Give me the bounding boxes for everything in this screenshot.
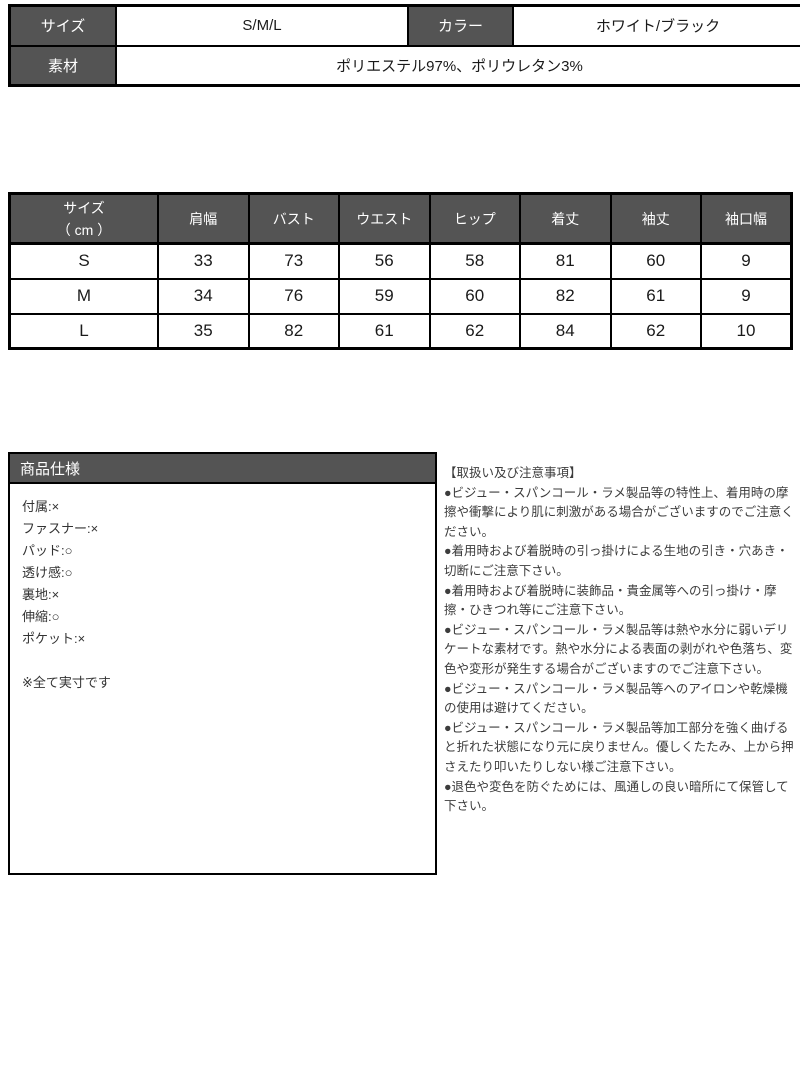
measurement-cell: 60: [428, 277, 521, 315]
measurement-cell: 59: [338, 277, 431, 315]
notice-item: ●ビジュー・スパンコール・ラメ製品等へのアイロンや乾燥機の使用は避けてください。: [444, 681, 788, 716]
measurement-cell: 35: [157, 312, 250, 350]
measurement-cell: 81: [519, 242, 612, 280]
measurement-cell: 60: [609, 242, 702, 280]
corner-header-cell: サイズ （ cm ）: [8, 192, 159, 245]
table-row-s: S 33 73 56 58 81 60 9: [8, 242, 793, 280]
measurement-cell: 73: [247, 242, 340, 280]
size-label-cell: サイズ: [8, 4, 117, 47]
table-row: サイズ S/M/L カラー ホワイト/ブラック: [8, 4, 800, 47]
measurement-cell: 33: [157, 242, 250, 280]
measurement-cell: 34: [157, 277, 250, 315]
table-row-l: L 35 82 61 62 84 62 10: [8, 312, 793, 350]
notice-item: ●着用時および着脱時の引っ掛けによる生地の引き・穴あき・切断にご注意下さい。: [444, 544, 789, 578]
measurement-cell: 84: [519, 312, 612, 350]
size-cell: L: [8, 312, 159, 350]
measurement-cell: 62: [428, 312, 521, 350]
measurement-cell: 82: [247, 312, 340, 350]
corner-title: サイズ: [63, 199, 105, 216]
spec-item-stretch: 伸縮:○: [22, 609, 60, 624]
material-value-cell: ポリエステル97%、ポリウレタン3%: [115, 44, 800, 87]
material-label-cell: 素材: [8, 44, 117, 87]
notice-item: ●退色や変色を防ぐためには、風通しの良い暗所にて保管して下さい。: [444, 779, 789, 814]
measurement-cell: 10: [700, 312, 793, 350]
color-label-cell: カラー: [407, 4, 514, 47]
column-header-cuff: 袖口幅: [700, 192, 793, 245]
notice-item: ●ビジュー・スパンコール・ラメ製品等の特性上、着用時の摩擦や衝撃により肌に刺激が…: [444, 485, 794, 539]
actual-measurement-note: ※全て実寸です: [22, 675, 111, 690]
measurement-cell: 9: [700, 242, 793, 280]
spec-item-pocket: ポケット:×: [22, 631, 86, 646]
spec-item-pad: パッド:○: [22, 543, 73, 558]
measurement-cell: 61: [338, 312, 431, 350]
measurement-cell: 56: [338, 242, 431, 280]
size-cell: M: [8, 277, 159, 315]
notice-item: ●ビジュー・スパンコール・ラメ製品等加工部分を強く曲げると折れた状態になり元に戻…: [444, 720, 794, 774]
table-row-m: M 34 76 59 60 82 61 9: [8, 277, 793, 315]
spec-item-sheerness: 透け感:○: [22, 565, 73, 580]
measurement-cell: 62: [609, 312, 702, 350]
table-row: 素材 ポリエステル97%、ポリウレタン3%: [8, 44, 800, 87]
table-header-row: サイズ （ cm ） 肩幅 バスト ウエスト ヒップ 着丈 袖丈 袖口幅: [8, 192, 793, 245]
spec-item-lining: 裏地:×: [22, 587, 60, 602]
product-spec-box: 商品仕様 付属:× ファスナー:× パッド:○ 透け感:○ 裏地:× 伸縮:○ …: [8, 452, 437, 875]
column-header-length: 着丈: [519, 192, 612, 245]
measurement-cell: 61: [609, 277, 702, 315]
color-value-cell: ホワイト/ブラック: [512, 4, 800, 47]
column-header-sleeve: 袖丈: [609, 192, 702, 245]
notice-item: ●着用時および着脱時に装飾品・貴金属等への引っ掛け・摩擦・ひきつれ等にご注意下さ…: [444, 583, 777, 618]
corner-unit: （ cm ）: [56, 221, 112, 238]
product-spec-items: 付属:× ファスナー:× パッド:○ 透け感:○ 裏地:× 伸縮:○ ポケット:…: [10, 484, 435, 650]
attribute-table: サイズ S/M/L カラー ホワイト/ブラック 素材 ポリエステル97%、ポリウ…: [8, 4, 800, 87]
column-header-bust: バスト: [247, 192, 340, 245]
spec-item-fuzoku: 付属:×: [22, 499, 60, 514]
measurement-cell: 58: [428, 242, 521, 280]
notice-item: ●ビジュー・スパンコール・ラメ製品等は熱や水分に弱いデリケートな素材です。熱や水…: [444, 622, 793, 676]
measurement-cell: 76: [247, 277, 340, 315]
column-header-hip: ヒップ: [428, 192, 521, 245]
measurement-cell: 9: [700, 277, 793, 315]
spec-item-fastener: ファスナー:×: [22, 521, 99, 536]
notices-title: 【取扱い及び注意事項】: [444, 466, 582, 480]
column-header-waist: ウエスト: [338, 192, 431, 245]
product-spec-title-bar: 商品仕様: [10, 454, 435, 484]
measurement-table: サイズ （ cm ） 肩幅 バスト ウエスト ヒップ 着丈 袖丈 袖口幅 S 3…: [8, 192, 793, 350]
size-value-cell: S/M/L: [115, 4, 409, 47]
column-header-shoulder: 肩幅: [157, 192, 250, 245]
size-cell: S: [8, 242, 159, 280]
handling-notices: 【取扱い及び注意事項】 ●ビジュー・スパンコール・ラメ製品等の特性上、着用時の摩…: [444, 464, 797, 817]
measurement-cell: 82: [519, 277, 612, 315]
